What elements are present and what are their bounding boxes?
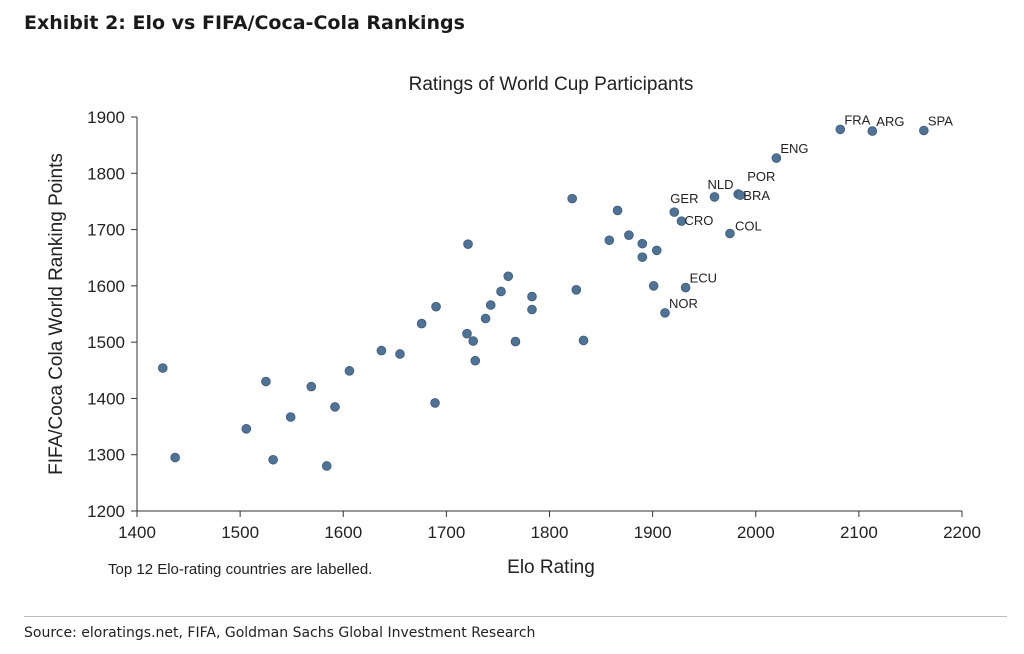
data-point	[463, 239, 473, 250]
y-tick-label: 1300	[87, 446, 125, 465]
point-label-col: COL	[735, 219, 762, 234]
x-tick-label: 1600	[324, 523, 362, 542]
data-points	[157, 124, 929, 471]
data-point	[604, 235, 615, 246]
point-label-cro: CRO	[685, 213, 714, 228]
y-tick-label: 1200	[87, 502, 125, 521]
data-point	[321, 461, 332, 471]
x-tick-label: 1400	[118, 523, 156, 542]
y-tick-label: 1400	[87, 389, 125, 408]
data-point	[470, 355, 481, 366]
data-point	[919, 125, 929, 136]
data-point	[648, 281, 659, 291]
divider	[24, 616, 1007, 617]
axes: 1400 1500 1600 1700 1800 1900 2000 2100 2200 1200…	[87, 108, 981, 542]
point-label-spa: SPA	[928, 114, 953, 129]
x-tick-label: 2200	[943, 523, 981, 542]
data-point	[510, 336, 521, 347]
data-point	[430, 398, 440, 408]
data-point	[578, 335, 589, 346]
point-label-ecu: ECU	[690, 271, 717, 286]
y-tick-label: 1700	[87, 221, 125, 240]
point-label-ger: GER	[670, 191, 698, 206]
data-point	[835, 124, 846, 135]
point-label-fra: FRA	[844, 112, 870, 127]
data-point	[571, 284, 582, 295]
data-point	[725, 228, 735, 239]
y-tick-label: 1900	[87, 108, 125, 127]
data-point	[709, 192, 720, 202]
data-point	[376, 345, 387, 356]
data-point	[503, 271, 514, 282]
x-tick-label: 1700	[427, 523, 465, 542]
source-note: Source: eloratings.net, FIFA, Goldman Sa…	[24, 625, 536, 641]
x-tick-label: 2100	[840, 523, 878, 542]
data-point	[567, 193, 577, 204]
data-point	[771, 153, 782, 163]
chart-footnote: Top 12 Elo-rating countries are labelled…	[108, 561, 373, 578]
point-label-por: POR	[747, 169, 775, 184]
y-axis-label: FIFA/Coca Cola World Ranking Points	[46, 153, 67, 475]
point-label-eng: ENG	[780, 141, 808, 156]
point-label-nld: NLD	[708, 177, 734, 192]
y-tick-label: 1500	[87, 333, 125, 352]
data-point	[527, 304, 537, 315]
data-point	[867, 126, 878, 136]
point-labels: NOR GER CRO ECU NLD COL POR BRA ENG FRA ARG SPA	[669, 112, 953, 310]
data-point	[485, 300, 496, 310]
x-tick-label: 1800	[531, 523, 569, 542]
data-point	[261, 376, 271, 387]
exhibit-title: Exhibit 2: Elo vs FIFA/Coca-Cola Ranking…	[24, 12, 465, 34]
data-point	[431, 301, 441, 312]
x-tick-label: 1900	[634, 523, 672, 542]
data-point	[157, 363, 168, 373]
data-point	[669, 207, 680, 217]
point-label-nor: NOR	[669, 296, 698, 311]
x-tick-label: 1500	[221, 523, 259, 542]
data-point	[241, 424, 252, 434]
data-point	[651, 245, 662, 256]
x-tick-label: 2000	[737, 523, 775, 542]
data-point	[285, 412, 296, 422]
data-point	[468, 336, 478, 346]
data-point	[637, 252, 648, 262]
data-point	[527, 291, 537, 302]
data-point	[735, 190, 746, 201]
data-point	[480, 313, 491, 324]
data-point	[330, 402, 340, 412]
data-point	[637, 238, 648, 249]
point-label-arg: ARG	[876, 114, 904, 129]
data-point	[416, 318, 427, 329]
data-point	[462, 328, 472, 339]
point-label-bra: BRA	[743, 188, 770, 203]
data-point	[676, 216, 687, 226]
chart-title: Ratings of World Cup Participants	[409, 74, 694, 95]
data-point	[170, 452, 180, 463]
data-point	[268, 454, 278, 465]
x-axis-label: Elo Rating	[507, 557, 595, 578]
data-point	[344, 366, 355, 376]
data-point	[612, 205, 623, 216]
y-tick-label: 1800	[87, 164, 125, 183]
data-point	[496, 286, 506, 297]
data-point	[395, 349, 405, 359]
data-point	[680, 282, 691, 293]
data-point	[660, 308, 670, 318]
y-tick-label: 1600	[87, 277, 125, 296]
data-point	[624, 230, 634, 241]
data-point	[306, 381, 317, 392]
